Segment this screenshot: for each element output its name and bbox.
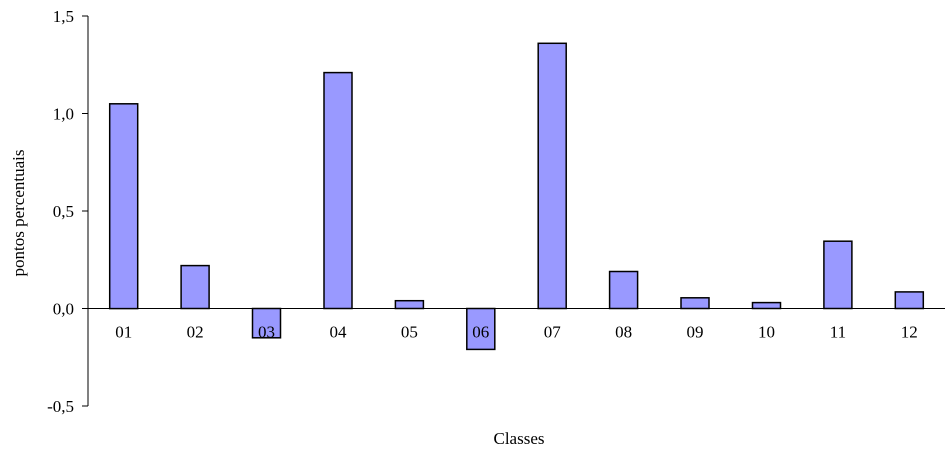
y-tick-label: -0,5 [47,397,74,416]
x-tick-label: 08 [615,323,632,342]
x-tick-label: 01 [115,323,132,342]
bar-10 [751,301,782,310]
bar-07 [537,42,567,310]
bar-01 [108,103,139,310]
x-tick-label: 12 [901,323,918,342]
y-axis-title: pontos percentuais [9,150,28,277]
y-tick-label: 0,5 [53,202,74,221]
y-tick-label: 1,0 [53,105,74,124]
labels-layer: 1,5 1,0 0,5 0,0 -0,5 01 02 03 04 05 06 07 08 09 10 11 12 [47,7,918,416]
x-axis-title: Classes [494,429,545,448]
bar-08 [608,270,639,310]
bars-layer [108,42,925,351]
x-tick-label: 03 [258,323,275,342]
x-tick-label: 11 [830,323,846,342]
y-tick-label: 0,0 [53,300,74,319]
x-tick-label: 07 [544,323,562,342]
bar-06 [466,307,496,351]
bar-03 [251,307,282,339]
x-tick-label: 09 [687,323,704,342]
x-tick-label: 06 [472,323,489,342]
bar-12 [894,291,925,310]
bar-05 [394,299,425,310]
bar-04 [323,71,353,310]
x-tick-label: 10 [758,323,775,342]
y-tick-label: 1,5 [53,7,74,26]
x-tick-label: 05 [401,323,418,342]
x-tick-label: 02 [187,323,204,342]
bar-11 [823,240,853,310]
bar-09 [680,297,710,310]
bar-02 [180,264,210,310]
axis-layer [82,15,945,407]
x-tick-label: 04 [330,323,348,342]
